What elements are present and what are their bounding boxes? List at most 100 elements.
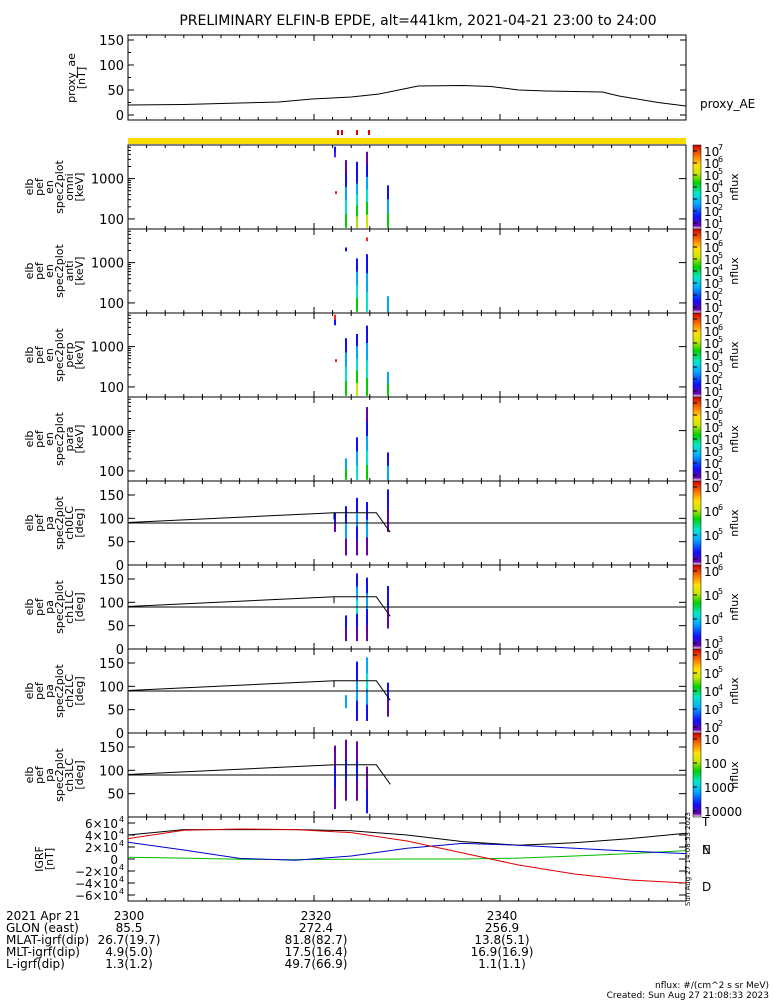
y-axis-label: spec2plot — [53, 160, 66, 214]
colorbar-tick-label: 10 — [704, 265, 719, 279]
colorbar-tick-label: 10 — [704, 703, 719, 717]
flux-mark — [334, 512, 336, 523]
colorbar-tick-label: 10 — [704, 733, 719, 747]
y-tick-label: 1000 — [91, 341, 124, 356]
colorbar-tick-exponent: 6 — [718, 239, 723, 248]
y-tick-label: 0 — [116, 559, 124, 574]
flux-mark — [335, 191, 337, 195]
y-tick-label: 1000 — [91, 425, 124, 440]
flux-mark — [387, 296, 389, 312]
y-axis-label: omni — [63, 173, 76, 200]
colorbar-label: nflux — [728, 257, 741, 285]
colorbar-tick-exponent: 3 — [718, 701, 723, 710]
colorbar-tick-exponent: 5 — [718, 251, 723, 260]
flux-mark — [356, 540, 358, 556]
flux-mark — [356, 497, 358, 513]
igrf-panel: 6×10 44×10 42×10 40−2×10 4−4×10 4−6×10 4TNEDIG… — [33, 812, 711, 906]
colorbar-tick-exponent: 1 — [718, 467, 723, 476]
y-axis-label: [keV] — [73, 425, 86, 454]
flux-mark — [356, 661, 358, 682]
ephemeris-value: 2320 — [301, 909, 332, 923]
y-axis-label: pef — [33, 177, 46, 196]
colorbar-tick-label: 10 — [704, 529, 719, 543]
flux-mark — [387, 452, 389, 467]
ephemeris-value: 16.9(16.9) — [471, 945, 534, 959]
panel-frame — [127, 312, 687, 398]
colorbar-tick-exponent: 7 — [718, 395, 723, 404]
flux-mark — [366, 254, 368, 274]
flux-mark — [366, 688, 368, 706]
ephemeris-value: 85.5 — [116, 921, 143, 935]
ephemeris-row-label: MLT-igrf(dip) — [6, 945, 80, 959]
colorbar-tick-label: 10 — [704, 253, 719, 267]
colorbar-tick-exponent: 6 — [718, 155, 723, 164]
ephemeris-value: 256.9 — [485, 921, 519, 935]
colorbar-tick-label: 10 — [704, 409, 719, 423]
y-axis-label: [deg] — [73, 676, 86, 705]
y-axis-label: en — [43, 180, 56, 194]
y-tick-label: 100 — [99, 596, 124, 611]
y-tick-label: 50 — [107, 620, 124, 635]
y-axis-label: spec2plot — [53, 748, 66, 802]
ephemeris-row-label: L-igrf(dip) — [6, 957, 65, 971]
colorbar-tick-exponent: 2 — [718, 287, 723, 296]
ephemeris-value: 272.4 — [299, 921, 333, 935]
flux-mark — [356, 334, 358, 347]
colorbar-tick-label: 10 — [704, 721, 719, 735]
y-axis-label: anti — [63, 260, 76, 281]
flux-mark — [387, 383, 389, 396]
panel-anti: 1001000101102103104105106107nfluxelbpefe… — [23, 227, 741, 315]
y-axis-label: para — [63, 427, 76, 452]
series-label-D: D — [702, 880, 711, 894]
ephemeris-table: 2021 Apr 21 2300 2320 2340 GLON (east) 85.5 27… — [6, 909, 533, 971]
y-axis-label: [nT] — [75, 67, 88, 89]
colorbar-tick-label: 10 — [704, 589, 719, 603]
flux-mark — [387, 185, 389, 200]
y-axis-label: pef — [33, 345, 46, 364]
colorbar-tick-exponent: 1 — [718, 215, 723, 224]
flux-mark — [356, 586, 358, 601]
flux-mark — [345, 338, 347, 353]
y-tick-exponent: 4 — [119, 839, 124, 848]
colorbar-tick-exponent: 4 — [718, 179, 723, 188]
ephemeris-value: 26.7(19.7) — [98, 933, 161, 947]
y-axis-label: pa — [43, 684, 56, 698]
ephemeris-value: 2340 — [487, 909, 518, 923]
y-tick-label: 100 — [99, 381, 124, 396]
y-tick-label: 100 — [99, 764, 124, 779]
colorbar-tick-exponent: 5 — [718, 527, 723, 536]
colorbar-tick-label: 10 — [704, 457, 719, 471]
flux-mark — [356, 526, 358, 542]
flux-mark — [387, 199, 389, 214]
y-axis-label: [keV] — [73, 341, 86, 370]
flux-mark — [356, 358, 358, 372]
loss-cone-line — [127, 764, 391, 785]
y-tick-label: 1000 — [91, 257, 124, 272]
colorbar-tick-exponent: 5 — [718, 665, 723, 674]
colorbar-tick-label: 10 — [704, 289, 719, 303]
flux-mark — [387, 213, 389, 228]
colorbar-tick-label: 10 — [704, 169, 719, 183]
y-axis-label: [deg] — [73, 592, 86, 621]
panel-ch2LC: 050100150102103104105106nfluxelbpefpaspe… — [23, 647, 741, 742]
y-tick-label: 50 — [107, 788, 124, 803]
flux-mark — [334, 787, 336, 810]
y-axis-label: en — [43, 264, 56, 278]
y-axis-label: proxy_ae — [65, 53, 78, 103]
ephemeris-value: 81.8(82.7) — [285, 933, 348, 947]
colorbar-tick-exponent: 6 — [718, 323, 723, 332]
flux-mark — [345, 381, 347, 396]
flux-mark — [356, 271, 358, 286]
colorbar-tick-label: 10 — [704, 613, 719, 627]
colorbar-tick-label: 10 — [704, 481, 719, 495]
colorbar-tick-label: 10 — [704, 229, 719, 243]
red-marker — [337, 130, 339, 135]
colorbar — [692, 480, 702, 566]
red-marker — [356, 130, 358, 135]
flux-mark — [334, 146, 336, 153]
flux-mark — [345, 780, 347, 801]
y-tick-label: 50 — [107, 84, 124, 99]
flux-mark — [356, 258, 358, 273]
series-label-E: E — [702, 843, 710, 857]
flux-mark — [345, 628, 347, 642]
